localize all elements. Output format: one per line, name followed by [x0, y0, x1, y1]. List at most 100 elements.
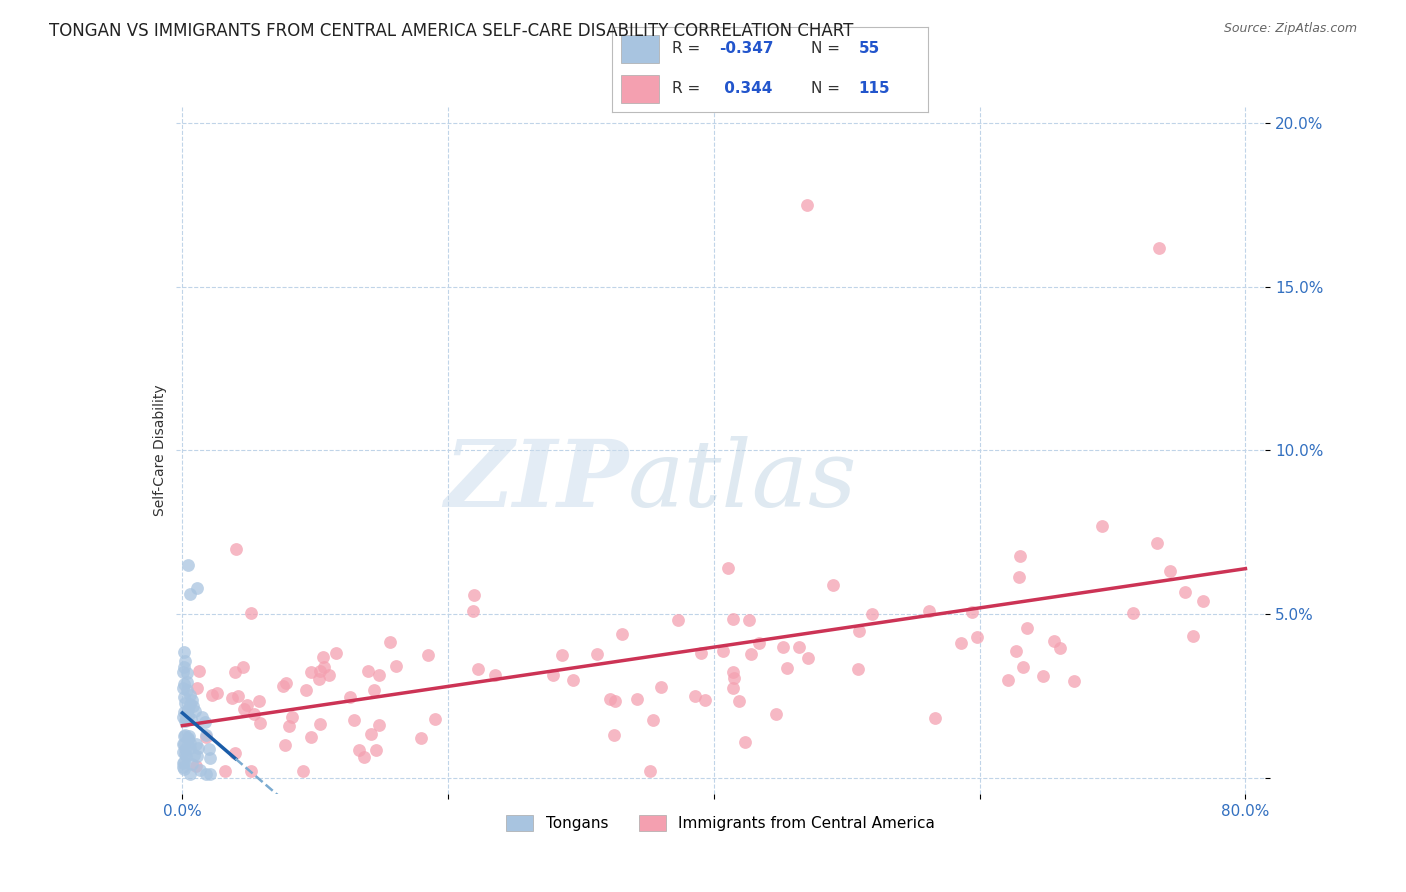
- Point: [650, 680, 672, 694]
- Point: [173, 690, 195, 705]
- Point: [177, 558, 200, 572]
- Point: [183, 748, 205, 763]
- Point: [1008, 569, 1031, 583]
- Text: 55: 55: [858, 41, 880, 56]
- Point: [281, 709, 304, 723]
- Point: [205, 686, 228, 700]
- Point: [314, 659, 336, 673]
- Point: [176, 683, 198, 698]
- Point: [214, 764, 236, 778]
- Point: [1091, 519, 1114, 533]
- Point: [409, 731, 432, 745]
- Point: [848, 624, 870, 638]
- Text: -0.347: -0.347: [720, 41, 773, 56]
- Point: [721, 665, 744, 679]
- Point: [226, 689, 249, 703]
- Point: [195, 728, 218, 742]
- Point: [1146, 536, 1168, 550]
- Point: [1174, 585, 1197, 599]
- Text: atlas: atlas: [628, 436, 858, 526]
- Point: [177, 731, 200, 746]
- Point: [239, 606, 262, 620]
- Point: [416, 648, 439, 662]
- Point: [221, 691, 243, 706]
- Point: [357, 664, 380, 678]
- Point: [173, 706, 195, 720]
- Text: R =: R =: [672, 41, 704, 56]
- Point: [308, 716, 330, 731]
- Point: [181, 692, 204, 706]
- Point: [1147, 241, 1170, 255]
- Point: [179, 736, 201, 750]
- Point: [734, 735, 756, 749]
- Point: [274, 676, 297, 690]
- Point: [562, 673, 585, 688]
- Point: [823, 578, 845, 592]
- Point: [173, 729, 195, 743]
- Point: [172, 710, 194, 724]
- Point: [543, 668, 565, 682]
- Point: [225, 541, 247, 556]
- Point: [224, 665, 246, 680]
- Point: [368, 668, 391, 682]
- Legend: Tongans, Immigrants from Central America: Tongans, Immigrants from Central America: [506, 815, 935, 830]
- Bar: [621, 75, 659, 103]
- Point: [1015, 621, 1038, 635]
- Point: [612, 626, 634, 640]
- Point: [1008, 549, 1031, 564]
- Point: [172, 756, 194, 771]
- Point: [195, 730, 218, 744]
- Point: [232, 660, 254, 674]
- Point: [308, 664, 330, 678]
- Point: [966, 630, 988, 644]
- Point: [312, 649, 335, 664]
- Point: [299, 665, 322, 680]
- Point: [172, 759, 194, 773]
- Point: [690, 646, 713, 660]
- Point: [173, 677, 195, 691]
- Point: [198, 742, 221, 756]
- Point: [711, 644, 734, 658]
- Point: [366, 743, 388, 757]
- Point: [179, 741, 201, 756]
- Point: [173, 756, 195, 770]
- Point: [179, 688, 201, 702]
- Point: [186, 748, 208, 763]
- Point: [1012, 660, 1035, 674]
- Point: [200, 767, 222, 781]
- Point: [173, 696, 195, 710]
- Point: [1063, 673, 1085, 688]
- Point: [172, 745, 194, 759]
- Point: [1192, 593, 1215, 607]
- Point: [353, 750, 375, 764]
- Point: [695, 693, 717, 707]
- Point: [172, 737, 194, 751]
- Point: [190, 709, 212, 723]
- Point: [550, 648, 572, 663]
- Point: [603, 729, 626, 743]
- Point: [950, 636, 973, 650]
- Point: [188, 763, 211, 777]
- Point: [278, 719, 301, 733]
- Point: [721, 612, 744, 626]
- Point: [174, 747, 197, 762]
- Point: [1049, 640, 1071, 655]
- Point: [224, 746, 246, 760]
- Point: [685, 689, 707, 703]
- Point: [236, 698, 259, 712]
- Point: [918, 604, 941, 618]
- Point: [787, 640, 810, 655]
- Point: [380, 634, 402, 648]
- Point: [1032, 669, 1054, 683]
- Point: [174, 742, 197, 756]
- Point: [846, 662, 869, 676]
- Point: [177, 729, 200, 743]
- Point: [179, 767, 201, 781]
- Point: [748, 636, 770, 650]
- Point: [343, 713, 366, 727]
- Point: [666, 613, 689, 627]
- Point: [765, 706, 787, 721]
- Point: [463, 588, 485, 602]
- Point: [924, 711, 946, 725]
- Point: [174, 749, 197, 764]
